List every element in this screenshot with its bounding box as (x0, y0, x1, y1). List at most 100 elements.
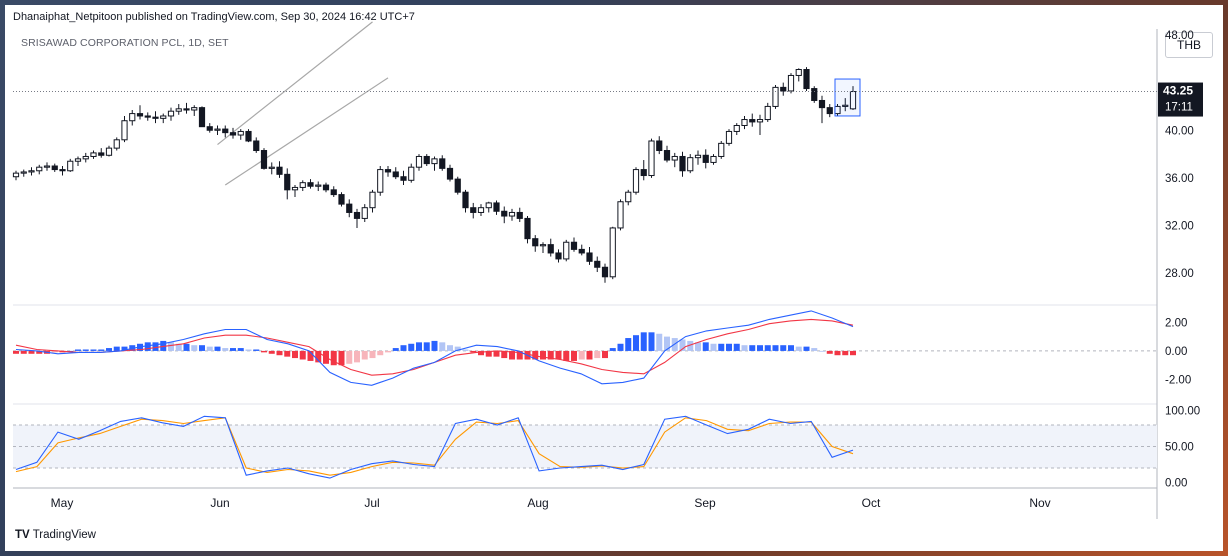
macd-histogram-bar (307, 350, 314, 361)
candle-body (51, 165, 58, 171)
candle-body (198, 107, 206, 128)
macd-histogram-bar (540, 350, 546, 360)
candle-body (384, 169, 392, 173)
candle-body (578, 248, 585, 254)
macd-histogram-bar (819, 350, 825, 352)
macd-tick-label: -2.00 (1165, 375, 1191, 387)
macd-histogram-bar (578, 350, 585, 360)
macd-histogram-bar (478, 350, 484, 356)
macd-histogram-bar (602, 350, 608, 359)
macd-histogram-bar (826, 350, 833, 354)
stoch-d-line (15, 417, 854, 476)
candle-body (284, 173, 291, 191)
candle-body (501, 210, 508, 217)
macd-histogram-bar (36, 350, 43, 354)
candle-body (253, 140, 260, 152)
macd-histogram-bar (780, 345, 787, 351)
macd-histogram-bar (772, 345, 779, 351)
time-axis: May Jun Jul Aug Sep Oct Nov (51, 496, 1051, 510)
candle-body (555, 252, 562, 260)
macd-histogram-bar (354, 350, 360, 363)
candle-body (392, 171, 399, 178)
macd-histogram-bar (261, 350, 267, 353)
price-tick-label: 36.00 (1165, 173, 1194, 185)
candle-body (749, 119, 756, 123)
time-tick-label: Jun (210, 496, 229, 510)
macd-histogram-bar (315, 350, 322, 363)
stochastic-pane (13, 415, 1157, 479)
candle-body (129, 113, 136, 122)
candle-body (756, 119, 764, 123)
candle-body (136, 113, 144, 117)
macd-histogram-bar (338, 350, 345, 366)
macd-histogram-bar (199, 345, 205, 351)
candle-body (648, 140, 655, 177)
candle-body (12, 172, 20, 178)
candle-body (20, 171, 27, 174)
candle-body (725, 130, 733, 144)
macd-histogram-bar (834, 350, 841, 356)
candle-body (640, 169, 647, 177)
macd-histogram-bar (850, 350, 856, 356)
trend-channel[interactable] (217, 21, 389, 186)
candle-body (160, 115, 167, 119)
macd-histogram-bar (191, 345, 198, 351)
candle-body (609, 227, 616, 278)
stoch-axis: 100.00 50.00 0.00 (1165, 406, 1200, 490)
tv-mark-icon: TV (15, 529, 30, 541)
macd-histogram-bar (640, 332, 647, 351)
macd-pane (13, 310, 1157, 386)
macd-histogram-bar (369, 350, 376, 359)
candle-body (322, 184, 330, 191)
macd-histogram-bar (175, 343, 182, 351)
macd-line (15, 310, 854, 386)
candle-body (353, 211, 361, 219)
currency-label[interactable]: THB (1165, 32, 1213, 58)
macd-histogram-bar (28, 350, 35, 354)
candle-body (702, 154, 709, 163)
macd-histogram-bar (532, 350, 539, 360)
selection-box (834, 78, 861, 117)
candle-body (477, 207, 485, 213)
candle-body (826, 107, 833, 115)
candle-body (733, 124, 740, 132)
candle-body (105, 147, 113, 156)
macd-histogram-bar (346, 350, 353, 364)
macd-histogram-bar (586, 350, 593, 360)
macd-histogram-bar (160, 340, 167, 351)
candle-body (276, 166, 283, 175)
macd-axis: 2.00 0.00 -2.00 (1165, 317, 1191, 386)
macd-histogram-bar (447, 345, 453, 351)
macd-histogram-bar (299, 350, 306, 360)
macd-histogram-bar (594, 350, 601, 359)
macd-histogram-bar (454, 346, 461, 351)
macd-histogram-bar (385, 350, 391, 353)
candle-body (315, 184, 322, 187)
price-tick-label: 28.00 (1165, 268, 1194, 280)
macd-histogram-bar (377, 350, 384, 356)
macd-histogram-bar (710, 343, 717, 351)
macd-histogram-bar (563, 350, 570, 361)
candle-body (291, 186, 299, 191)
candle-body (485, 202, 492, 209)
candle-body (570, 241, 578, 250)
candle-body (191, 107, 198, 111)
candle-body (121, 120, 128, 141)
macd-histogram-bar (230, 348, 236, 351)
symbol-title[interactable]: SRISAWAD CORPORATION PCL, 1D, SET (21, 37, 229, 49)
candle-body (268, 166, 275, 169)
candle-body (516, 211, 523, 219)
macd-histogram-bar (664, 336, 670, 351)
macd-histogram-bar (98, 349, 105, 351)
channel-line (224, 77, 389, 186)
candle-body (594, 260, 601, 268)
candle-body (167, 110, 175, 117)
macd-histogram-bar (516, 350, 523, 360)
macd-histogram-bar (803, 346, 810, 351)
candle-body (811, 88, 818, 101)
candle-body (524, 217, 531, 240)
macd-histogram-bar (408, 343, 415, 351)
macd-histogram-bar (121, 346, 128, 351)
